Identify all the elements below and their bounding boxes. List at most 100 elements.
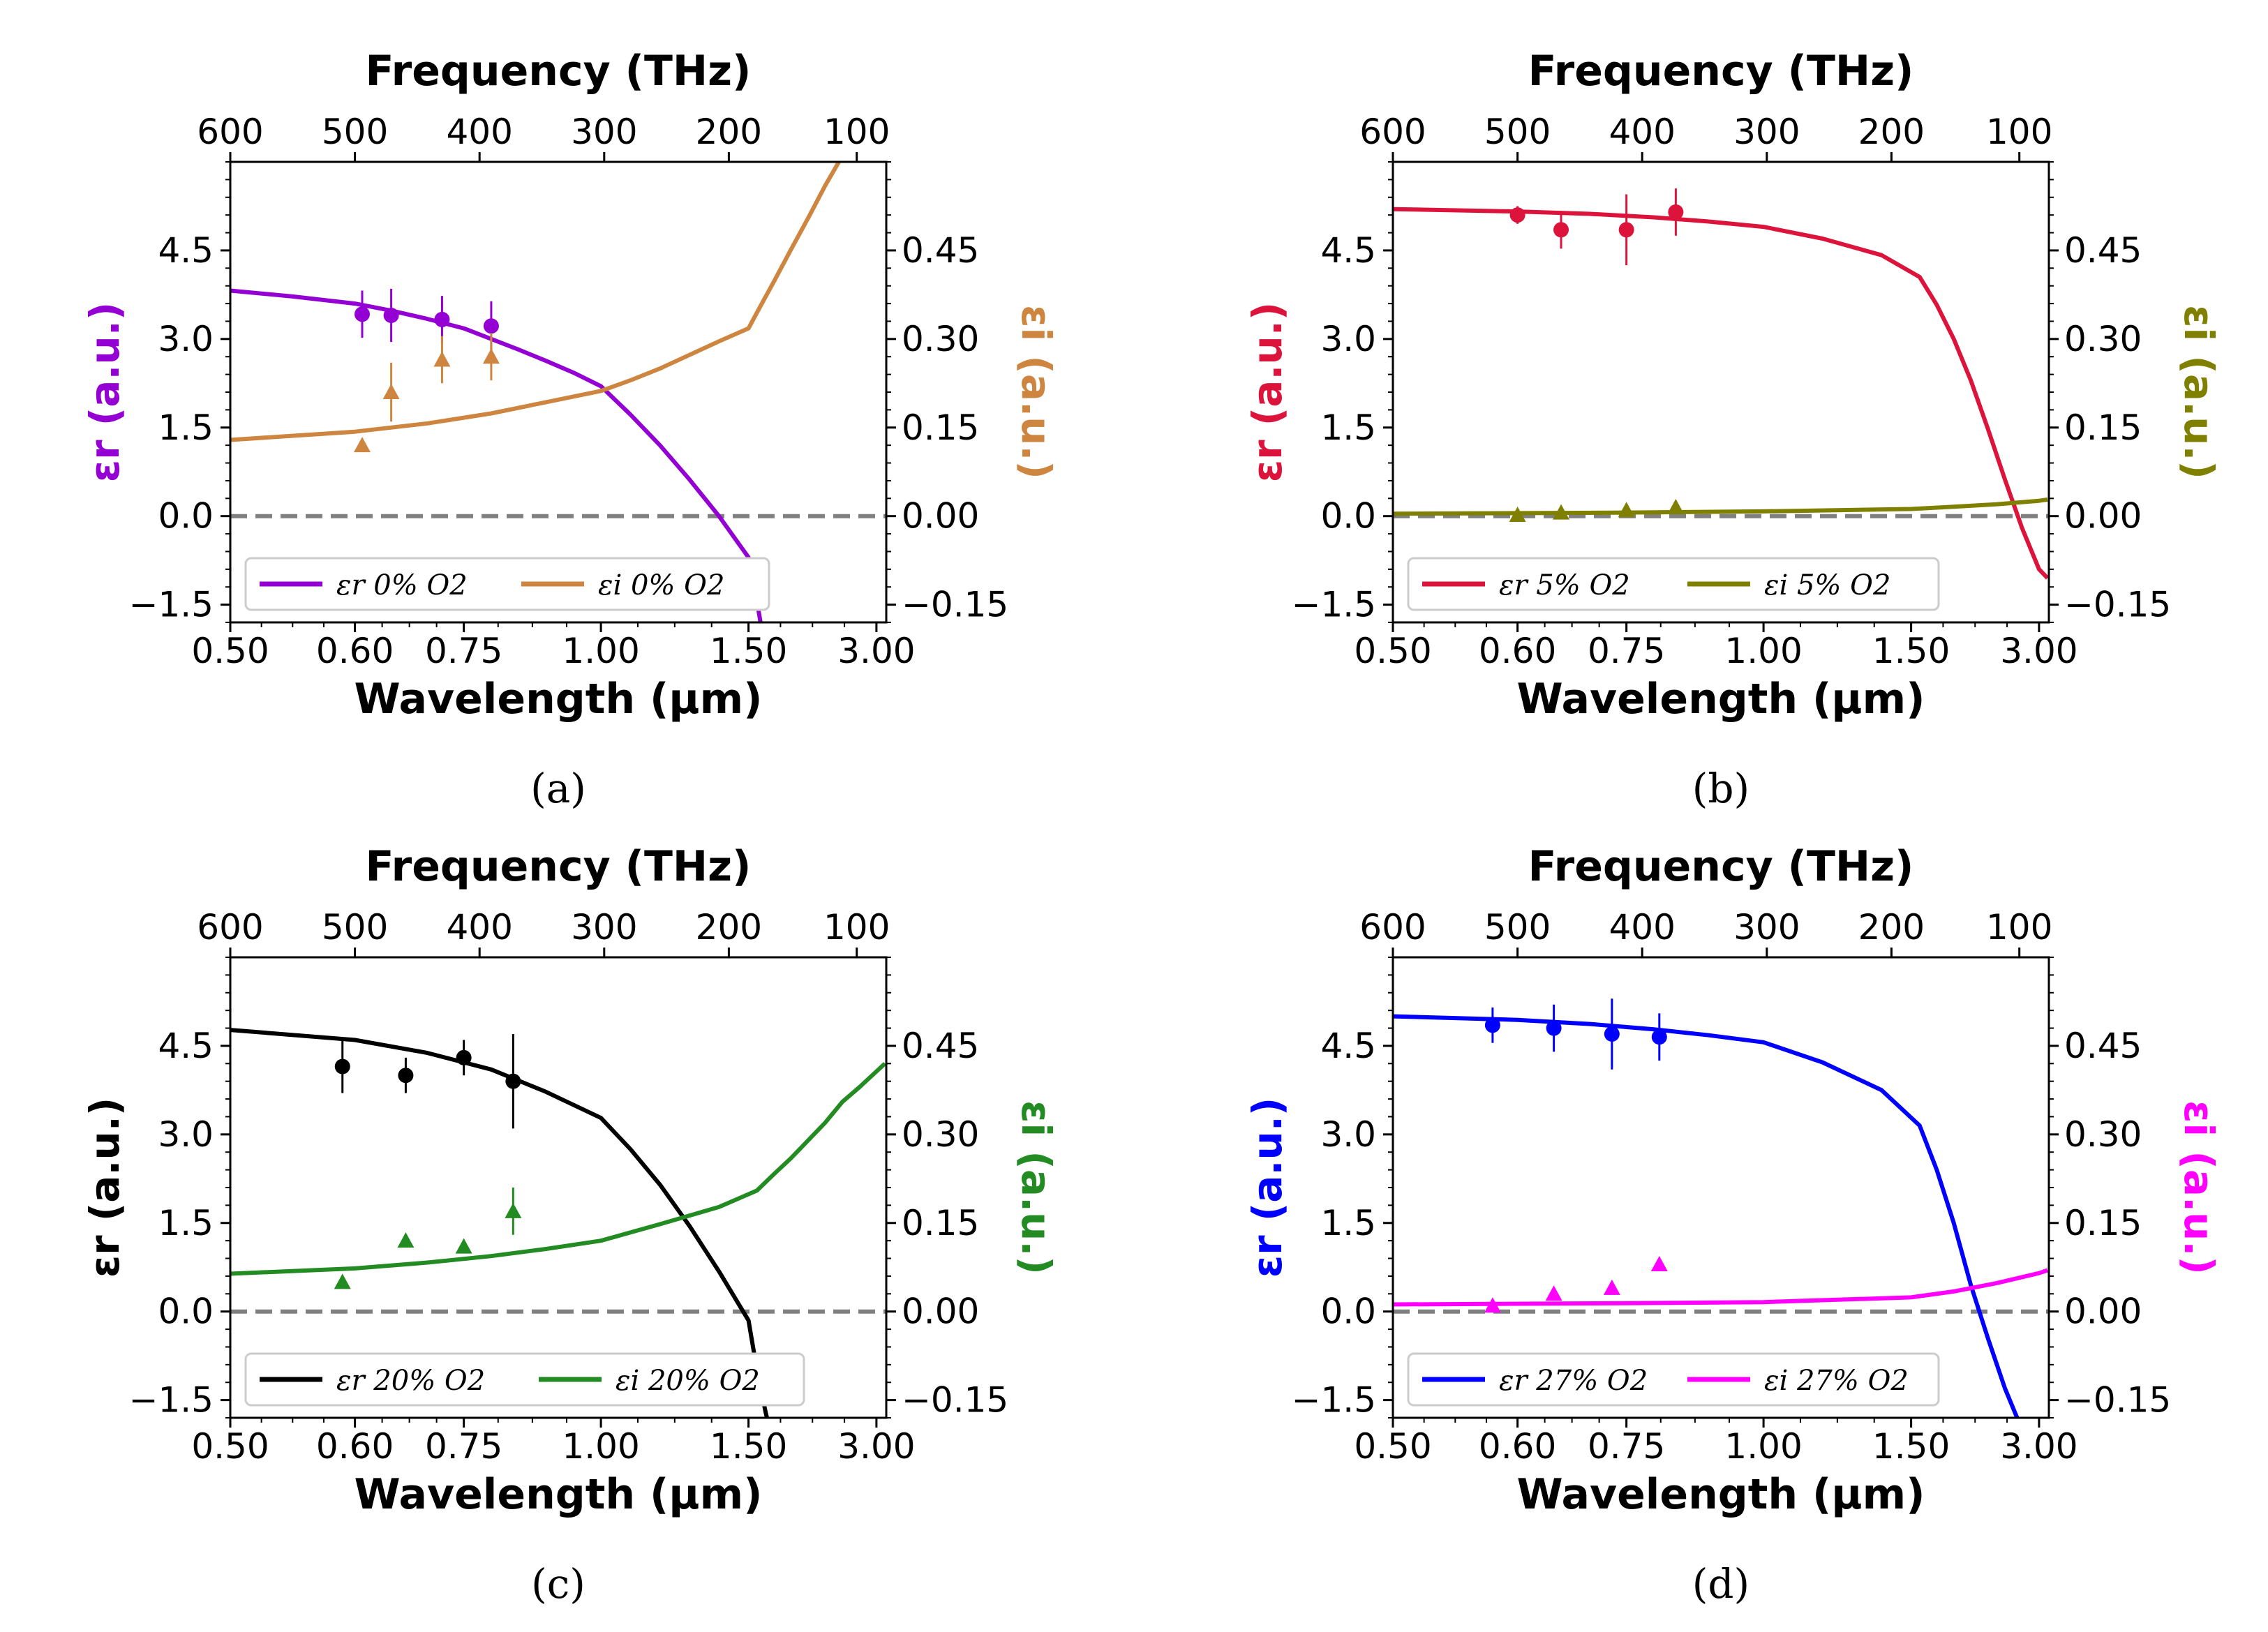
panel-caption: (d) (1692, 1560, 1750, 1608)
er-data-point (1668, 204, 1684, 220)
top-tick-label: 200 (1858, 112, 1925, 152)
er-data-point (398, 1068, 414, 1084)
top-axis-title: Frequency (THz) (1528, 842, 1914, 891)
y-right-axis-title: εi (a.u.) (1013, 305, 1060, 479)
er-data-point (1651, 1029, 1667, 1045)
x-tick-label: 3.00 (2000, 631, 2077, 671)
ei-data-point (1553, 504, 1570, 520)
top-tick-label: 100 (823, 112, 890, 152)
x-tick-label: 0.75 (425, 1426, 502, 1467)
y-tick-label: 1.5 (158, 1203, 214, 1243)
x-tick-label: 0.75 (1588, 1426, 1665, 1467)
top-tick-label: 600 (197, 907, 263, 948)
y-right-tick-label: 0.30 (2064, 319, 2142, 359)
ei-data-point (505, 1202, 522, 1218)
y-tick-label: 3.0 (1320, 1114, 1376, 1155)
panel-d: 0.50 0.60 0.75 1.00 1.50 3.00 600 500 400 300 200 1… (1244, 842, 2223, 1608)
ei-data-point (1484, 1297, 1501, 1313)
ei-data-point (1650, 1256, 1668, 1271)
y-right-tick-label: 0.00 (902, 496, 979, 537)
y-right-tick-label: 0.45 (2064, 1026, 2142, 1066)
x-tick-label: 1.00 (562, 1426, 639, 1467)
y-right-tick-label: 0.45 (2064, 230, 2142, 271)
y-right-tick-label: −0.15 (902, 1380, 1008, 1421)
ei-model-curve (230, 162, 842, 442)
legend-er-label: εr 5% O2 (1499, 569, 1630, 601)
top-tick-label: 200 (1858, 907, 1925, 948)
er-data-point (483, 318, 499, 334)
x-tick-label: 0.60 (316, 631, 394, 671)
top-axis-title: Frequency (THz) (366, 47, 752, 96)
top-tick-label: 200 (696, 112, 762, 152)
top-tick-label: 300 (571, 112, 637, 152)
plot-area (1393, 998, 2049, 1418)
ei-model-curve (230, 1062, 886, 1276)
top-tick-label: 400 (446, 907, 512, 948)
top-tick-label: 500 (1484, 112, 1551, 152)
y-tick-label: 3.0 (1320, 319, 1376, 359)
y-right-tick-label: −0.15 (902, 585, 1008, 625)
top-tick-label: 300 (571, 907, 637, 948)
top-tick-label: 400 (446, 112, 512, 152)
y-tick-label: −1.5 (1292, 1380, 1376, 1421)
y-tick-label: −1.5 (1292, 585, 1376, 625)
x-tick-label: 1.00 (1724, 1426, 1802, 1467)
x-tick-label: 1.00 (562, 631, 639, 671)
y-tick-label: −1.5 (129, 585, 214, 625)
panel-caption: (a) (530, 765, 586, 812)
y-tick-label: 1.5 (1320, 407, 1376, 448)
y-left-axis-title: εr (a.u.) (81, 302, 128, 483)
y-right-axis-title: εi (a.u.) (2175, 1100, 2223, 1275)
ei-data-point (1509, 507, 1526, 522)
er-data-point (1618, 222, 1634, 238)
x-axis-title: Wavelength (μm) (354, 1470, 762, 1519)
x-tick-label: 0.50 (1354, 1426, 1431, 1467)
y-right-tick-label: 0.00 (902, 1292, 979, 1332)
er-data-point (456, 1049, 472, 1065)
y-left-axis-title: εr (a.u.) (1244, 302, 1291, 483)
top-tick-label: 500 (322, 112, 388, 152)
legend-er-label: εr 0% O2 (336, 569, 468, 601)
er-data-point (1509, 207, 1525, 223)
x-axis-title: Wavelength (μm) (1516, 675, 1925, 724)
y-tick-label: 0.0 (158, 496, 214, 537)
y-tick-label: 0.0 (1320, 1292, 1376, 1332)
y-right-tick-label: −0.15 (2064, 1380, 2171, 1421)
legend-ei-label: εi 20% O2 (616, 1365, 760, 1397)
er-data-point (383, 308, 399, 323)
top-tick-label: 500 (322, 907, 388, 948)
legend-ei-label: εi 27% O2 (1764, 1365, 1909, 1397)
panel-caption: (b) (1692, 765, 1750, 812)
plot-area (1393, 188, 2049, 580)
x-tick-label: 0.60 (316, 1426, 394, 1467)
panel-a: 0.50 0.60 0.75 1.00 1.50 3.00 600 500 400 300 200 1… (81, 47, 1060, 812)
x-tick-label: 0.50 (191, 1426, 269, 1467)
x-tick-label: 3.00 (837, 631, 915, 671)
y-tick-label: 1.5 (1320, 1203, 1376, 1243)
ei-data-point (1545, 1285, 1562, 1301)
x-tick-label: 3.00 (837, 1426, 915, 1467)
ei-data-point (482, 348, 500, 364)
panel-b: 0.50 0.60 0.75 1.00 1.50 3.00 600 500 400 300 200 1… (1244, 47, 2223, 812)
top-axis-title: Frequency (THz) (366, 842, 752, 891)
er-data-point (505, 1073, 521, 1089)
top-tick-label: 400 (1609, 907, 1675, 948)
er-data-point (1604, 1026, 1620, 1042)
y-tick-label: 4.5 (1320, 230, 1376, 271)
y-tick-label: −1.5 (129, 1380, 214, 1421)
y-right-tick-label: 0.15 (2064, 407, 2142, 448)
y-tick-label: 3.0 (158, 319, 214, 359)
er-model-curve (1393, 207, 2049, 580)
legend-er-label: εr 27% O2 (1499, 1365, 1648, 1397)
ei-model-curve (1393, 1268, 2049, 1307)
y-right-axis-title: εi (a.u.) (1013, 1100, 1060, 1275)
ei-model-curve (1393, 497, 2048, 516)
legend-box (1407, 1352, 1940, 1407)
er-data-point (1553, 222, 1569, 238)
y-tick-label: 1.5 (158, 407, 214, 448)
ei-data-point (1618, 502, 1635, 518)
x-tick-label: 0.60 (1479, 1426, 1556, 1467)
x-tick-label: 1.50 (1872, 1426, 1950, 1467)
x-tick-label: 0.60 (1479, 631, 1556, 671)
x-tick-label: 1.00 (1724, 631, 1802, 671)
